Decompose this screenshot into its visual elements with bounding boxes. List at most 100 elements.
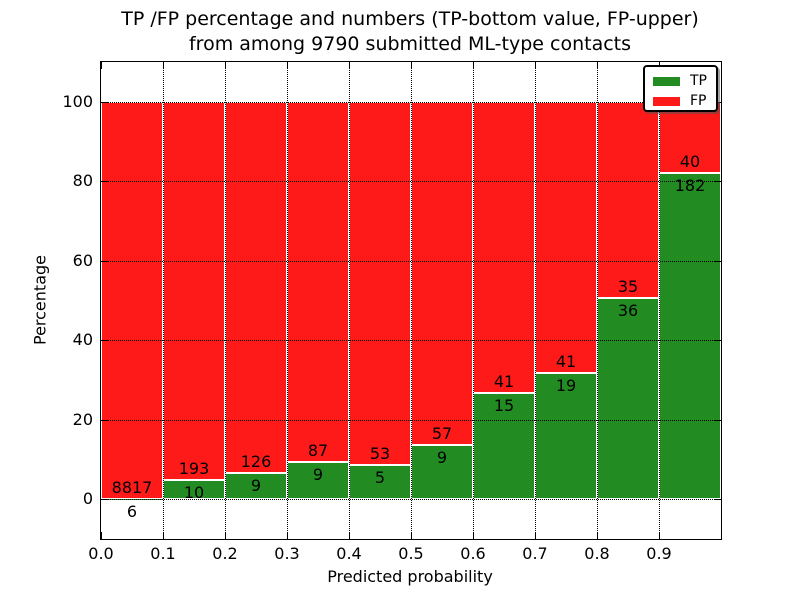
tick-mark-bottom xyxy=(411,532,412,539)
tick-mark-top xyxy=(349,62,350,69)
bar-fp-segment xyxy=(411,101,473,446)
bar-count-label-tp: 9 xyxy=(250,475,262,495)
legend-label-tp: TP xyxy=(690,73,707,89)
bar-count-label-fp: 41 xyxy=(555,352,577,372)
bar-count-label-tp: 5 xyxy=(374,467,386,487)
tick-mark-left xyxy=(101,101,108,103)
plot-area: 8817 6 193 10 126 9 87 9 53 5 57 9 41 15 41 19 35 36 40 182… xyxy=(62,61,722,563)
tick-mark-left xyxy=(101,419,108,421)
y-tick-label: 40 xyxy=(72,330,93,350)
bar-count-label-fp: 35 xyxy=(617,276,639,296)
fp-color-swatch xyxy=(653,97,680,106)
gridline-vertical xyxy=(535,62,536,539)
bar-tp-segment xyxy=(659,173,721,500)
legend: TP FP xyxy=(643,65,718,112)
bar-count-label-fp: 193 xyxy=(178,458,210,478)
x-axis-label: Predicted probability xyxy=(327,567,493,586)
tick-mark-bottom xyxy=(101,532,102,539)
y-tick-label: 100 xyxy=(62,91,93,111)
gridline-vertical xyxy=(163,62,164,539)
bar-tp-segment xyxy=(535,373,597,500)
tick-mark-top xyxy=(411,62,412,69)
gridline-vertical xyxy=(659,62,660,539)
bar-count-label-fp: 53 xyxy=(369,443,391,463)
bar-fp-segment xyxy=(163,101,225,480)
tick-mark-left xyxy=(101,260,108,262)
gridline-vertical xyxy=(287,62,288,539)
tick-mark-left xyxy=(101,181,108,183)
bar-fp-segment xyxy=(225,101,287,473)
tick-mark-right xyxy=(714,340,721,342)
y-tick-label: 20 xyxy=(72,409,93,429)
tick-mark-top xyxy=(535,62,536,69)
tick-mark-top xyxy=(473,62,474,69)
bar-count-label-fp: 57 xyxy=(431,424,453,444)
bar-tp-segment xyxy=(349,464,411,500)
gridline-horizontal xyxy=(101,101,721,103)
bar-count-label-fp: 41 xyxy=(493,371,515,391)
bar-tp-segment xyxy=(225,472,287,500)
x-tick-label: 0.7 xyxy=(522,544,548,563)
legend-label-fp: FP xyxy=(690,93,707,109)
bar-tp-segment xyxy=(287,461,349,500)
y-tick-label: 0 xyxy=(82,489,93,509)
tick-mark-bottom xyxy=(225,532,226,539)
y-tick-label: 60 xyxy=(72,250,93,270)
bar-fp-segment xyxy=(101,101,163,499)
bar-tp-segment xyxy=(597,297,659,500)
tick-mark-right xyxy=(714,499,721,501)
gridline-horizontal xyxy=(101,340,721,342)
gridline-vertical xyxy=(597,62,598,539)
bar-count-label-tp: 19 xyxy=(555,376,577,396)
chart-title: TP /FP percentage and numbers (TP-bottom… xyxy=(100,7,720,57)
bar-fp-segment xyxy=(349,101,411,465)
gridline-horizontal xyxy=(101,181,721,183)
tick-mark-bottom xyxy=(473,532,474,539)
tick-mark-bottom xyxy=(659,532,660,539)
bar-count-label-fp: 40 xyxy=(679,152,701,172)
x-tick-label: 0.6 xyxy=(460,544,486,563)
tick-mark-bottom xyxy=(535,532,536,539)
bar-count-label-tp: 6 xyxy=(126,501,138,521)
bar-fp-segment xyxy=(597,101,659,298)
tick-mark-right xyxy=(714,260,721,262)
tick-mark-bottom xyxy=(597,532,598,539)
gridline-horizontal xyxy=(101,260,721,262)
x-tick-label: 0.3 xyxy=(274,544,300,563)
bar-count-label-tp: 182 xyxy=(674,176,706,196)
tick-mark-left xyxy=(101,499,108,501)
tp-color-swatch xyxy=(653,77,680,86)
gridline-vertical xyxy=(349,62,350,539)
bar-count-label-tp: 36 xyxy=(617,300,639,320)
legend-entry-fp: FP xyxy=(653,94,716,109)
x-tick-label: 0.4 xyxy=(336,544,362,563)
bar-fp-segment xyxy=(287,101,349,462)
gridline-vertical xyxy=(473,62,474,539)
chart-title-line2: from among 9790 submitted ML-type contac… xyxy=(188,33,632,55)
bar-fp-segment xyxy=(473,101,535,393)
tick-mark-top xyxy=(287,62,288,69)
bar-count-label-tp: 9 xyxy=(312,464,324,484)
x-tick-label: 0.9 xyxy=(646,544,672,563)
tick-mark-top xyxy=(101,62,102,69)
tick-mark-bottom xyxy=(163,532,164,539)
tick-mark-right xyxy=(714,419,721,421)
bar-count-label-fp: 8817 xyxy=(111,477,153,497)
tick-mark-left xyxy=(101,340,108,342)
chart-title-line1: TP /FP percentage and numbers (TP-bottom… xyxy=(121,8,699,30)
y-tick-label: 80 xyxy=(72,171,93,191)
bar-fp-segment xyxy=(535,101,597,374)
legend-entry-tp: TP xyxy=(653,74,716,89)
bar-tp-segment xyxy=(411,445,473,500)
tick-mark-top xyxy=(597,62,598,69)
gridline-horizontal xyxy=(101,499,721,501)
bar-count-label-tp: 15 xyxy=(493,395,515,415)
bar-count-label-fp: 87 xyxy=(307,440,329,460)
gridline-vertical xyxy=(411,62,412,539)
x-tick-label: 0.0 xyxy=(88,544,114,563)
tick-mark-top xyxy=(225,62,226,69)
tick-mark-bottom xyxy=(287,532,288,539)
bar-count-label-fp: 126 xyxy=(240,451,272,471)
x-tick-label: 0.5 xyxy=(398,544,424,563)
